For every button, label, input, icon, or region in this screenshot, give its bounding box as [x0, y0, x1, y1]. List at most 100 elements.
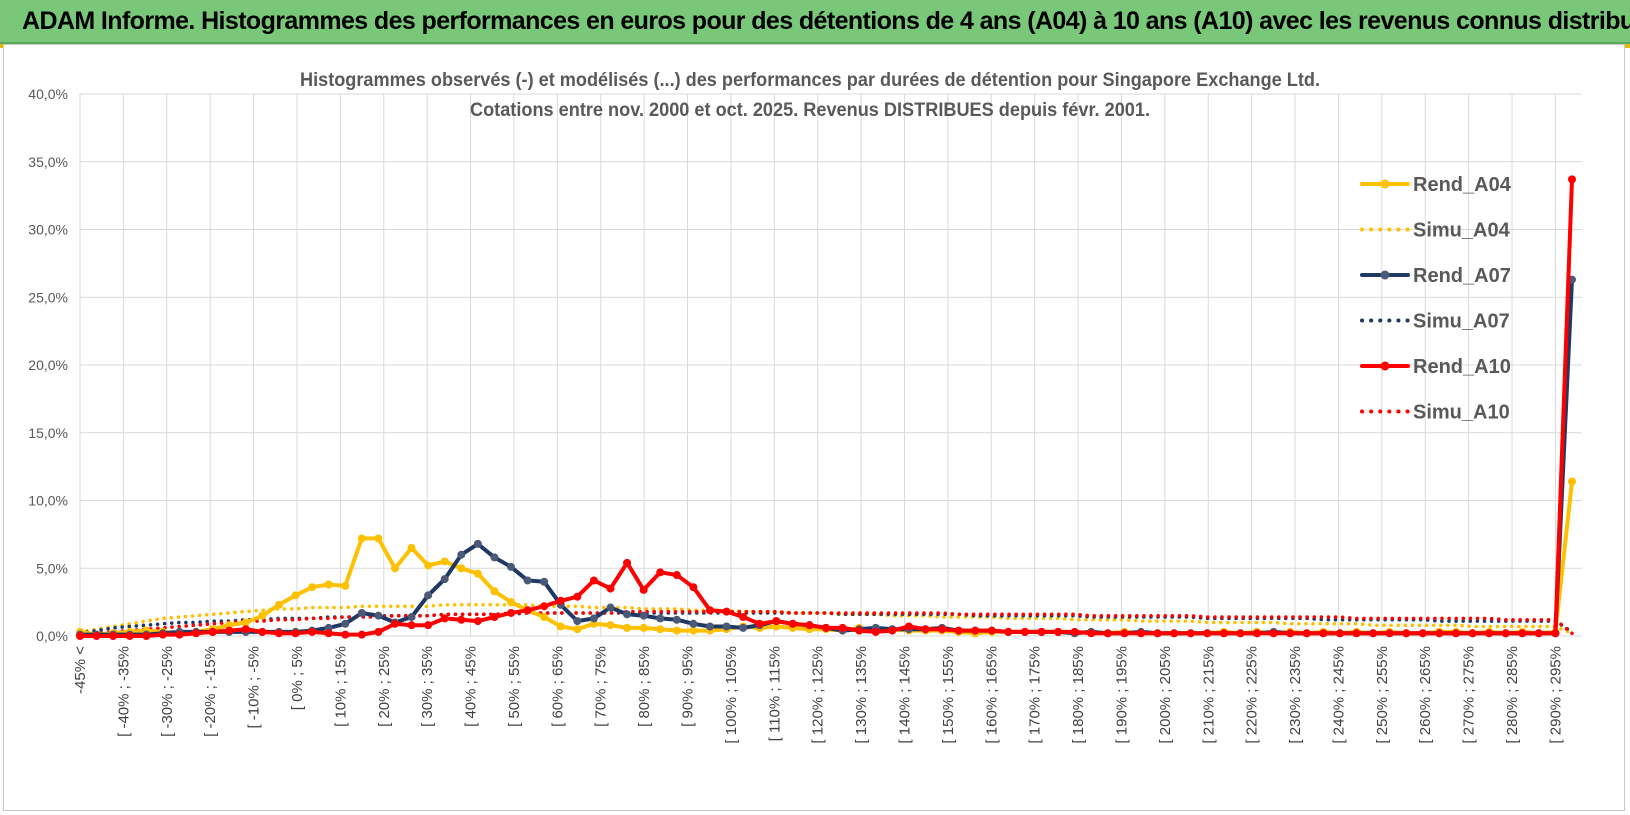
data-point-Rend_A04 — [623, 623, 632, 632]
x-tick-label: [ 60% ; 65% — [549, 646, 566, 727]
data-point-Rend_A10 — [1136, 629, 1145, 638]
data-point-Rend_A10 — [888, 626, 897, 635]
x-axis-ticks: -45% < [ -40% ; -35% [ -30% ; -25% [ -20% ;… — [72, 646, 1564, 744]
data-point-Rend_A10 — [1236, 629, 1245, 638]
x-tick-label: -45% < — [72, 646, 89, 694]
data-point-Rend_A10 — [291, 629, 300, 638]
data-point-Rend_A10 — [838, 623, 847, 632]
data-point-Rend_A10 — [407, 621, 416, 630]
report-banner: ADAM Informe. Histogrammes des performan… — [0, 0, 1630, 44]
data-point-Rend_A10 — [1054, 627, 1063, 636]
x-tick-label: [ 290% ; 295% — [1547, 646, 1564, 744]
data-point-Rend_A10 — [1551, 629, 1560, 638]
data-point-Rend_A04 — [457, 564, 466, 573]
x-tick-label: [ 200% ; 205% — [1157, 646, 1174, 744]
data-point-Rend_A10 — [1319, 629, 1328, 638]
legend-label: Rend_A10 — [1413, 356, 1511, 378]
data-point-Rend_A10 — [705, 606, 714, 615]
data-point-Rend_A10 — [1352, 629, 1361, 638]
legend-label: Simu_A04 — [1413, 220, 1511, 242]
banner-corner-right — [1620, 44, 1630, 48]
x-tick-label: [ 260% ; 265% — [1417, 646, 1434, 744]
data-point-Rend_A10 — [92, 632, 101, 640]
data-point-Rend_A10 — [1385, 629, 1394, 638]
data-point-Rend_A10 — [424, 621, 433, 630]
series-line-Simu_A10 — [78, 609, 1574, 637]
data-point-Rend_A10 — [457, 615, 466, 624]
data-point-Rend_A07 — [739, 623, 748, 632]
data-point-Rend_A10 — [1103, 629, 1112, 638]
data-point-Rend_A10 — [606, 584, 615, 593]
data-point-Rend_A10 — [1020, 627, 1029, 636]
series-line-Rend_A04 — [78, 479, 1574, 637]
x-tick-label: [ 270% ; 275% — [1461, 646, 1478, 744]
data-point-Rend_A10 — [258, 627, 267, 636]
data-point-Rend_A10 — [739, 613, 748, 622]
data-point-Rend_A10 — [390, 619, 399, 628]
data-point-Rend_A10 — [556, 596, 565, 605]
x-tick-label: [ 30% ; 35% — [419, 646, 436, 727]
data-point-Rend_A07 — [639, 611, 648, 620]
data-point-Rend_A10 — [1203, 629, 1212, 638]
x-tick-label: [ 40% ; 45% — [463, 646, 480, 727]
x-tick-label: [ 110% ; 115% — [766, 646, 783, 741]
data-point-Rend_A10 — [788, 619, 797, 628]
series-line-Rend_A07 — [78, 277, 1574, 637]
x-tick-label: [ 140% ; 145% — [897, 646, 914, 744]
x-tick-label: [ 180% ; 185% — [1070, 646, 1087, 744]
data-point-Rend_A04 — [424, 561, 433, 570]
chart-frame — [3, 44, 1625, 811]
data-point-Rend_A07 — [589, 614, 598, 623]
x-tick-label: [ 20% ; 25% — [376, 646, 393, 727]
y-tick-label: 35,0% — [28, 154, 68, 170]
x-tick-label: [ 90% ; 95% — [680, 646, 697, 727]
data-point-Rend_A07 — [623, 610, 632, 619]
data-point-Rend_A07 — [407, 613, 416, 622]
data-point-Rend_A10 — [855, 626, 864, 635]
data-point-Rend_A10 — [1253, 629, 1262, 638]
x-tick-label: [ -10% ; -5% — [246, 646, 263, 729]
data-point-Rend_A10 — [987, 626, 996, 635]
x-tick-label: [ 190% ; 195% — [1113, 646, 1130, 744]
data-point-Rend_A10 — [1534, 629, 1543, 638]
data-point-Rend_A04 — [1568, 477, 1576, 486]
data-point-Rend_A10 — [871, 627, 880, 636]
data-point-Rend_A04 — [324, 580, 333, 589]
data-point-Rend_A04 — [241, 618, 250, 627]
legend-marker — [1380, 179, 1390, 189]
data-point-Rend_A10 — [1286, 629, 1295, 638]
y-tick-label: 20,0% — [28, 357, 68, 373]
report-title: ADAM Informe. Histogrammes des performan… — [22, 7, 1630, 35]
data-point-Rend_A04 — [274, 600, 283, 609]
data-point-Rend_A10 — [1219, 629, 1228, 638]
data-point-Rend_A07 — [540, 577, 549, 586]
data-point-Rend_A10 — [1170, 629, 1179, 638]
series-layer — [76, 175, 1576, 640]
x-tick-label: [ 250% ; 255% — [1374, 646, 1391, 744]
grid-layer — [79, 93, 1582, 637]
y-tick-label: 15,0% — [28, 425, 68, 441]
chart-legend: Rend_A04 Simu_A04 Rend_A07 Simu_A07 Rend_A10… — [1360, 174, 1512, 424]
data-point-Rend_A10 — [308, 627, 317, 636]
data-point-Rend_A10 — [241, 625, 250, 634]
data-point-Rend_A10 — [938, 625, 947, 634]
data-point-Rend_A10 — [1186, 629, 1195, 638]
legend-label: Simu_A07 — [1413, 311, 1510, 333]
data-point-Rend_A10 — [755, 619, 764, 628]
y-tick-label: 5,0% — [36, 560, 68, 576]
data-point-Rend_A10 — [722, 607, 731, 616]
data-point-Rend_A10 — [341, 630, 350, 639]
x-tick-label: [ 220% ; 225% — [1244, 646, 1261, 744]
data-point-Rend_A07 — [722, 622, 731, 631]
data-point-Rend_A10 — [324, 629, 333, 638]
x-tick-label: [ 130% ; 135% — [853, 646, 870, 744]
data-point-Rend_A07 — [440, 575, 449, 584]
data-point-Rend_A10 — [208, 627, 217, 636]
data-point-Rend_A10 — [1302, 629, 1311, 638]
data-point-Rend_A07 — [523, 576, 532, 585]
data-point-Rend_A10 — [440, 614, 449, 623]
data-point-Rend_A10 — [1451, 629, 1460, 638]
data-point-Rend_A10 — [822, 623, 830, 632]
data-point-Rend_A07 — [490, 553, 499, 562]
